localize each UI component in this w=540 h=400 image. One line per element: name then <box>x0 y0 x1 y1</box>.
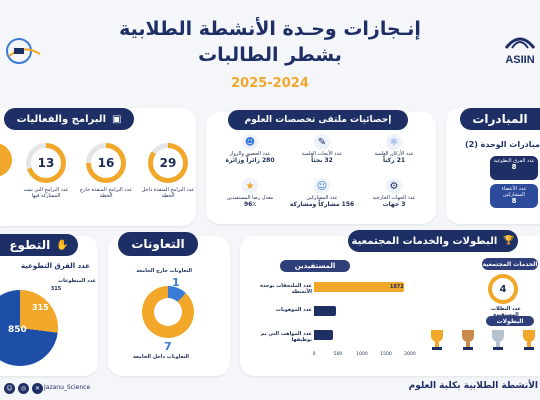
visitors-icon: ☻ <box>242 134 258 150</box>
axis-tick: 1500 <box>380 352 392 357</box>
science-stat-value: 3 جهات <box>382 201 406 208</box>
bar-value: 462 <box>322 308 333 314</box>
year-label: 2025-2024 <box>231 76 309 91</box>
bar-label: عدد الموهوبات <box>275 307 312 313</box>
volunteer-pie-value-blue: 850 <box>8 325 27 335</box>
science-stat-value: 280 زائراً وزائرة <box>225 157 275 164</box>
science-stat-label: عدد الحضور والزوار <box>229 151 271 157</box>
medal-trophy-icon <box>431 330 444 350</box>
science-stat-value: 156 مشاركاً ومشاركة <box>289 201 355 208</box>
science-stat: ⚙ عدد الجهات الخارجية 3 جهات <box>360 178 428 220</box>
asiin-logo: ASIIN <box>500 30 540 70</box>
volunteers-value-label: 315 <box>50 286 62 292</box>
bar <box>314 282 404 292</box>
footer-unit-name: الأنشطة الطلابية بكلية العلوم <box>408 381 538 391</box>
bar-label: عدد المواهب التي تم توظيفها <box>260 331 312 343</box>
initiative-card-2: عدد الأعضاء المشاركين 8 <box>490 184 538 208</box>
social-icons: ✕ ◎ ☺ <box>4 383 43 394</box>
asiin-logo-text: ASIIN <box>505 54 535 66</box>
atom-icon: ⚛ <box>386 134 402 150</box>
snapchat-social-icon[interactable]: ☺ <box>4 383 15 394</box>
volunteer-pie-value-orange: 315 <box>32 303 49 312</box>
coop-outside-value: 1 <box>172 276 180 289</box>
initiative-card-1: عدد الفرق التطوعية 8 <box>490 156 538 180</box>
program-ring-edge <box>0 143 12 177</box>
services-count: 4 <box>492 278 514 300</box>
bar <box>314 330 333 340</box>
initiative-card-2-value: 8 <box>511 197 517 205</box>
services-label: عدد البطلات المستفيدة <box>491 306 521 318</box>
left-logo <box>4 36 44 66</box>
cooperation-donut-hole <box>154 298 182 326</box>
partners-icon: ⚙ <box>386 178 402 194</box>
program-ring-2-value: 16 <box>91 148 121 178</box>
volunteer-title: ✋ التطوع <box>0 234 78 256</box>
instagram-social-icon[interactable]: ◎ <box>18 383 29 394</box>
initiatives-subtitle: مبادرات الوحدة (2) <box>464 140 540 149</box>
science-stat: ★ معدل رضا المستفيدين 96٪ <box>216 178 284 220</box>
science-stat: ⚛ عدد الأركان العلمية 21 ركناً <box>360 134 428 176</box>
initiative-card-1-label: عدد الفرق التطوعية <box>493 158 535 164</box>
programs-title: ▣ البرامج والفعاليات <box>4 108 134 130</box>
programs-icon: ▣ <box>112 113 122 125</box>
science-stats: ⚛ عدد الأركان العلمية 21 ركناً ✎ عدد الأبحاث… <box>216 134 428 222</box>
science-title: إحصائيات ملتقى تخصصات العلوم <box>228 110 408 130</box>
science-stat-label: عدد الأبحاث العلمية <box>301 151 343 157</box>
bronze-trophy-icon <box>461 330 474 350</box>
bar-value: 388 <box>318 332 330 338</box>
silver-trophy-icon <box>492 330 505 350</box>
page-subtitle: بشطر الطالبات <box>198 44 342 66</box>
satisfaction-icon: ★ <box>242 178 258 194</box>
beneficiaries-title: المستفيدين <box>280 260 350 272</box>
footer-handle[interactable]: Jazanu_Science <box>44 384 91 391</box>
bar <box>314 306 337 316</box>
science-stat-label: عدد المشاركين <box>306 195 338 201</box>
trophy-icon: 🏆 <box>503 236 515 246</box>
science-stat-value: 96٪ <box>243 201 256 208</box>
science-stat: ☻ عدد الحضور والزوار 280 زائراً وزائرة <box>216 134 284 176</box>
cooperation-title: التعاونات <box>118 232 198 256</box>
participants-icon: ☺ <box>314 178 330 194</box>
volunteer-pie <box>0 290 58 366</box>
program-ring-3-value: 13 <box>31 148 61 178</box>
trophies-row <box>426 328 540 360</box>
champions-title: البطولات <box>486 316 534 326</box>
science-stat-label: عدد الجهات الخارجية <box>372 195 416 201</box>
axis-tick: 0 <box>312 352 316 357</box>
volunteer-subtitle: عدد الفرق التطوعية <box>21 262 90 270</box>
handshake-icon: ✋ <box>56 239 69 251</box>
science-stat: ☺ عدد المشاركين 156 مشاركاً ومشاركة <box>288 178 356 220</box>
beneficiaries-chart: عدد الملتحقات بوحدة الأنشطة 1872 عدد الموه… <box>250 276 416 360</box>
volunteers-label: عدد المتطوعات <box>58 278 96 284</box>
program-ring-2-label: عدد البرامج المنفذة خارج الخطة <box>79 187 133 199</box>
initiatives-title: المبادرات <box>460 108 540 130</box>
coop-inside-value: 7 <box>164 340 172 353</box>
axis-tick: 1000 <box>356 352 368 357</box>
community-title: 🏆 البطولات والخدمات المجتمعية <box>348 230 518 252</box>
initiative-card-1-value: 8 <box>511 163 517 171</box>
services-title: الخدمات المجتمعية <box>482 258 538 270</box>
coop-inside-label: التعاونات داخل الجامعة <box>132 354 190 360</box>
bar-value: 1872 <box>389 284 404 290</box>
initiative-card-2-label: عدد الأعضاء المشاركين <box>501 186 527 198</box>
science-stat-value: 32 بحثاً <box>311 157 333 164</box>
bar-label: عدد الملتحقات بوحدة الأنشطة <box>260 283 312 295</box>
program-ring-1-label: عدد البرامج المنفذة داخل الخطة <box>141 187 195 199</box>
science-stat-label: معدل رضا المستفيدين <box>226 195 274 201</box>
x-social-icon[interactable]: ✕ <box>32 383 43 394</box>
program-ring-1-value: 29 <box>153 148 183 178</box>
science-stat-label: عدد الأركان العلمية <box>374 151 414 157</box>
coop-outside-label: التعاونات خارج الجامعة <box>136 268 192 274</box>
science-stat: ✎ عدد الأبحاث العلمية 32 بحثاً <box>288 134 356 176</box>
page-title: إنـجازات وحـدة الأنشطة الطلابية <box>119 18 421 40</box>
gold-trophy-icon <box>523 330 535 350</box>
science-panel <box>206 112 436 224</box>
science-stat-value: 21 ركناً <box>382 157 406 164</box>
program-ring-3-label: عدد البرامج التي تمت المشاركة فيها <box>23 187 69 199</box>
research-icon: ✎ <box>314 134 330 150</box>
axis-tick: 2000 <box>404 352 416 357</box>
axis-tick: 500 <box>333 352 343 357</box>
